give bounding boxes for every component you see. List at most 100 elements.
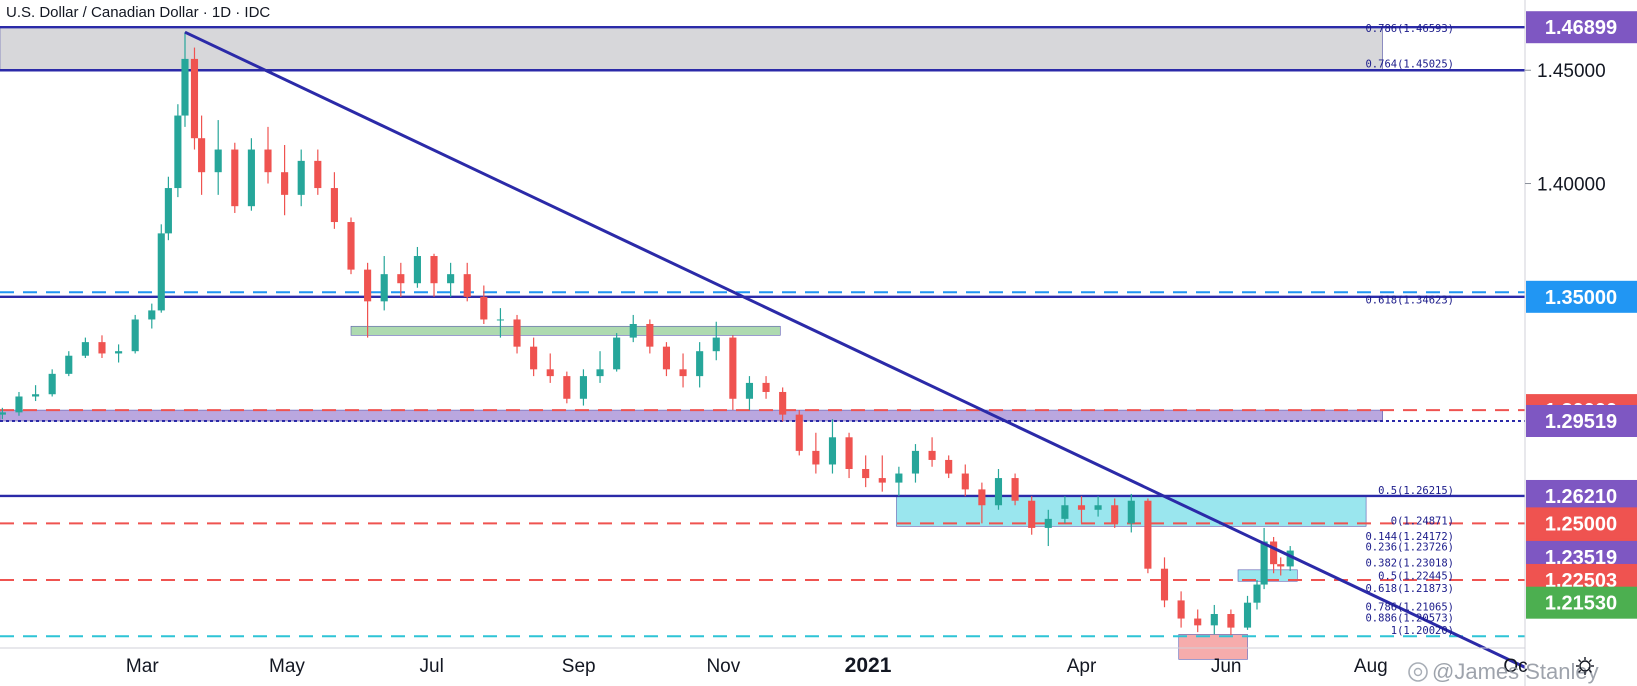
candle-body [480,296,488,320]
gear-icon[interactable] [1576,657,1594,675]
candle-body [1194,618,1202,626]
fib-label: 1(1.20020) [1391,625,1454,637]
candle-body [961,473,969,490]
candle-body [596,369,604,377]
x-tick-label: Oc [1503,656,1527,677]
candle-body [148,310,156,320]
candle-body [646,324,654,347]
candle-body [1227,614,1235,628]
candle-body [546,369,554,377]
watermark: @James Stanley [1408,659,1599,684]
x-tick-label: Nov [706,656,740,677]
candle-body [198,138,206,173]
candle-body [1094,505,1102,510]
watermark-icon-inner [1413,667,1423,677]
candle-body [264,149,272,173]
candle-body [430,256,438,284]
candle-body [911,450,920,474]
candle-body [1061,505,1069,519]
candle-body [745,382,754,399]
candle-body [174,115,182,189]
candle-body [496,319,504,321]
x-tick-label: Apr [1067,656,1097,677]
price-tag-label: 1.25000 [1545,513,1617,535]
candle-body [98,342,106,354]
candle-body [978,489,986,506]
candle-body [463,274,471,297]
candle-body [679,369,687,377]
candle-body [81,342,89,356]
candle-body [247,149,255,207]
candle-body [845,437,853,470]
candle-body [1127,500,1135,524]
candle-body [157,233,165,311]
candle-body [779,391,787,415]
price-tag-bg [1526,11,1637,44]
candle-body [1177,600,1185,619]
candle-body [795,414,803,451]
candle-body [181,58,189,116]
candle-body [281,172,289,195]
candle-body [15,396,23,413]
x-tick-label: Jun [1211,656,1242,677]
candle-body [48,373,56,395]
candle-body [1111,505,1119,524]
descending-trendline [184,30,1533,673]
candle-body [32,394,40,397]
x-tick-label: 2021 [845,654,892,677]
candle-body [190,58,199,139]
fib-label: 0.786(1.21065) [1365,602,1454,614]
x-tick-label: Jul [420,656,444,677]
zone-1.30 [0,409,1383,422]
price-tag-label: 1.29519 [1545,411,1617,433]
chart-title: U.S. Dollar / Canadian Dollar · 1D · IDC [6,4,270,21]
candle-body [994,478,1003,506]
candle-body [1044,518,1052,528]
trendline-layer [184,30,1533,673]
price-tag-bg [1526,507,1637,540]
fib-label: 0.382(1.23018) [1365,557,1454,569]
x-tick-label: Aug [1354,656,1388,677]
candle-body [1160,568,1169,601]
candle-body [729,337,737,399]
candle-body [828,437,837,465]
candle-body [314,160,322,189]
levels-layer [0,26,1525,638]
candle-body [1210,614,1218,626]
fib-label: 0.618(1.21873) [1365,583,1454,595]
candle-body [878,478,886,483]
candle-body [131,319,139,352]
candle-body [65,355,73,374]
fib-label: 0.236(1.23726) [1365,541,1454,553]
candle-body [945,459,953,474]
candle-body [579,376,587,399]
price-tag-label: 1.21530 [1545,593,1617,615]
candle-body [380,274,388,302]
candle-body [231,149,239,207]
candle-body [1011,478,1019,501]
price-tag-bg [1526,280,1637,313]
fib-label: 0.144(1.24172) [1365,531,1454,543]
resistance-zone-1.45-1.47 [0,26,1383,71]
candle-body [0,412,6,415]
candle-body [1253,584,1261,603]
candle-body [563,376,571,399]
candle-body [214,149,222,173]
price-tag-label: 1.22503 [1545,570,1617,592]
candle-body [330,188,338,223]
candle-body [347,222,355,270]
candle-body [397,274,405,284]
candle-body [115,351,123,354]
watermark-text: @James Stanley [1432,659,1599,684]
candle-body [164,188,172,234]
price-tag-label: 1.23519 [1545,547,1617,569]
low-zone-1.19 [1178,634,1248,660]
fib-label: 0.786(1.46593) [1365,23,1454,35]
x-axis-tick-labels: Mar May Jul Sep Nov 2021 Apr Jun Aug Oc [126,654,1528,677]
candle-body [812,450,820,465]
candle-body [895,473,903,483]
candle-body [530,346,538,370]
fib-labels-layer: 0.786(1.46593) 0.764(1.45025) 0.618(1.3462… [1365,23,1454,637]
fib-label: 0.5(1.26215) [1378,485,1454,497]
